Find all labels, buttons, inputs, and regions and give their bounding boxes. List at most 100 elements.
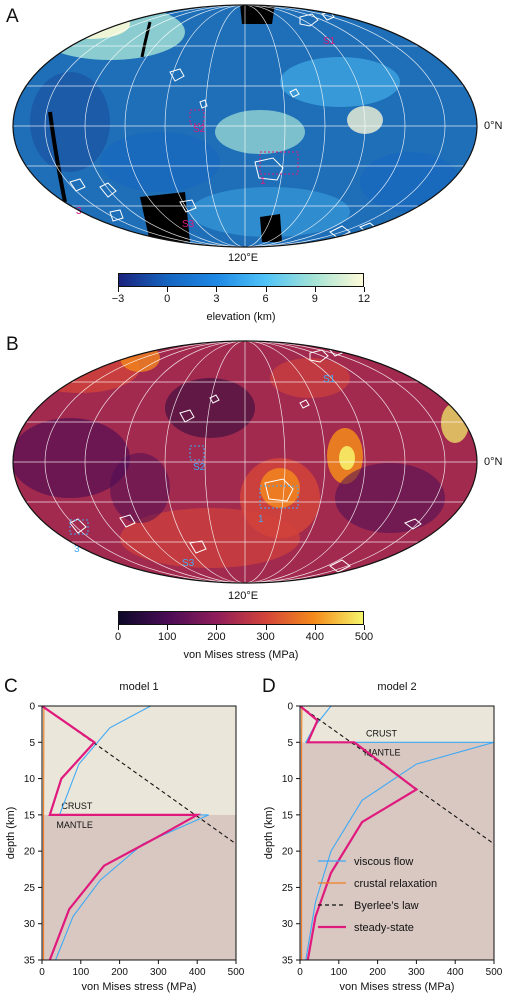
site-label-3: 3 xyxy=(74,544,80,555)
y-tick-label: 15 xyxy=(24,810,36,821)
colorbar-tick-mark xyxy=(314,287,316,292)
y-tick-label: 25 xyxy=(282,883,294,894)
legend-label: viscous flow xyxy=(354,856,413,868)
elevation-colorbar-title: elevation (km) xyxy=(206,311,276,323)
chart-c: model 1 CRUST MANTLE 0 100 200 300 400 500 0 5 10 15… xyxy=(5,681,245,993)
colorbar-tick-mark xyxy=(167,287,169,292)
x-tick-label: 400 xyxy=(447,967,464,978)
x-axis-label: von Mises stress (MPa) xyxy=(82,981,197,993)
crust-layer xyxy=(300,706,494,743)
y-tick-label: 20 xyxy=(282,847,294,858)
x-tick-label: 200 xyxy=(111,967,128,978)
series-line-viscous-flow xyxy=(55,706,210,960)
x-tick-label: 0 xyxy=(39,967,45,978)
mantle-layer xyxy=(300,742,494,960)
y-tick-label: 5 xyxy=(287,738,293,749)
y-tick-label: 35 xyxy=(24,956,36,967)
x-tick-label: 500 xyxy=(228,967,245,978)
stress-map: S2 S1 S3 1 3 xyxy=(12,340,478,584)
stress-colorbar xyxy=(118,611,364,625)
legend-label: Byerlee’s law xyxy=(354,900,419,912)
site-label-s1: S1 xyxy=(323,36,336,47)
colorbar-tick-label: 300 xyxy=(256,631,275,643)
x-tick-label: 300 xyxy=(150,967,167,978)
y-tick-label: 30 xyxy=(24,919,36,930)
y-axis-label: depth (km) xyxy=(5,807,17,860)
y-axis-label: depth (km) xyxy=(263,807,275,860)
y-tick-label: 10 xyxy=(282,774,294,785)
x-tick-label: 0 xyxy=(297,967,303,978)
x-tick-label: 100 xyxy=(330,967,347,978)
stress-colorbar-title: von Mises stress (MPa) xyxy=(183,649,299,661)
y-tick-label: 0 xyxy=(29,702,35,713)
panel-b-lon-label: 120°E xyxy=(228,590,259,602)
colorbar-tick-mark xyxy=(118,287,119,292)
x-tick-label: 200 xyxy=(369,967,386,978)
site-label-1: 1 xyxy=(260,176,266,187)
elevation-map: S2 S1 S3 1 3 xyxy=(12,4,478,248)
y-tick-label: 35 xyxy=(282,956,294,967)
x-tick-label: 300 xyxy=(408,967,425,978)
plot-frame xyxy=(299,705,495,961)
colorbar-tick-label: 0 xyxy=(164,293,171,305)
colorbar-tick-label: 0 xyxy=(114,631,122,643)
panel-d-letter: D xyxy=(262,676,276,697)
mantle-label: MANTLE xyxy=(364,747,401,757)
colorbar-tick-mark xyxy=(216,625,218,630)
panel-a-lat-label: 0°N xyxy=(484,120,503,132)
y-tick-label: 5 xyxy=(29,738,35,749)
colorbar-tick-mark xyxy=(265,287,267,292)
colorbar-tick-label: 400 xyxy=(305,631,324,643)
legend-label: steady-state xyxy=(354,922,414,934)
legend-label: crustal relaxation xyxy=(354,878,437,890)
panel-a-letter: A xyxy=(6,6,19,27)
y-tick-label: 15 xyxy=(282,810,294,821)
y-tick-label: 20 xyxy=(24,847,36,858)
y-tick-label: 10 xyxy=(24,774,36,785)
colorbar-tick-label: 3 xyxy=(213,293,220,305)
colorbar-tick-mark xyxy=(265,625,267,630)
y-tick-label: 30 xyxy=(282,919,294,930)
colorbar-tick-label: −3 xyxy=(111,293,125,305)
y-tick-label: 0 xyxy=(287,702,293,713)
mantle-layer xyxy=(42,814,236,960)
panel-b-letter: B xyxy=(6,334,19,355)
crust-label: CRUST xyxy=(61,801,93,811)
x-tick-label: 400 xyxy=(189,967,206,978)
elevation-colorbar xyxy=(118,273,364,287)
colorbar-tick-mark xyxy=(364,287,365,292)
site-label-s2: S2 xyxy=(193,462,206,473)
series-line-byerlee-s-law xyxy=(42,706,236,845)
site-label-3: 3 xyxy=(76,206,82,217)
colorbar-tick-mark xyxy=(118,625,119,630)
legend: viscous flow crustal relaxation Byerlee’s … xyxy=(318,856,437,934)
crust-layer xyxy=(42,706,236,815)
mantle-label: MANTLE xyxy=(56,820,93,830)
colorbar-tick-label: 100 xyxy=(158,631,177,643)
site-label-s1: S1 xyxy=(323,374,336,385)
series-line-steady-state xyxy=(300,706,419,960)
colorbar-tick-mark xyxy=(167,625,169,630)
site-label-s2: S2 xyxy=(193,124,206,135)
colorbar-tick-label: 200 xyxy=(207,631,226,643)
chart-title: model 1 xyxy=(119,681,158,693)
series-line-steady-state xyxy=(42,706,202,960)
x-tick-label: 100 xyxy=(72,967,89,978)
site-label-s3: S3 xyxy=(182,219,195,230)
colorbar-tick-label: 9 xyxy=(311,293,318,305)
colorbar-tick-label: 12 xyxy=(357,293,371,305)
y-tick-label: 25 xyxy=(24,883,36,894)
panel-a-lon-label: 120°E xyxy=(228,252,259,264)
colorbar-tick-mark xyxy=(314,625,316,630)
x-tick-label: 500 xyxy=(486,967,503,978)
panel-b-lat-label: 0°N xyxy=(484,456,503,468)
plot-frame xyxy=(41,705,237,961)
crust-label: CRUST xyxy=(366,728,398,738)
x-axis-label: von Mises stress (MPa) xyxy=(340,981,455,993)
panel-c-letter: C xyxy=(4,676,18,697)
colorbar-tick-mark xyxy=(216,287,218,292)
colorbar-tick-label: 500 xyxy=(354,631,374,643)
chart-title: model 2 xyxy=(377,681,416,693)
site-label-1: 1 xyxy=(258,514,264,525)
